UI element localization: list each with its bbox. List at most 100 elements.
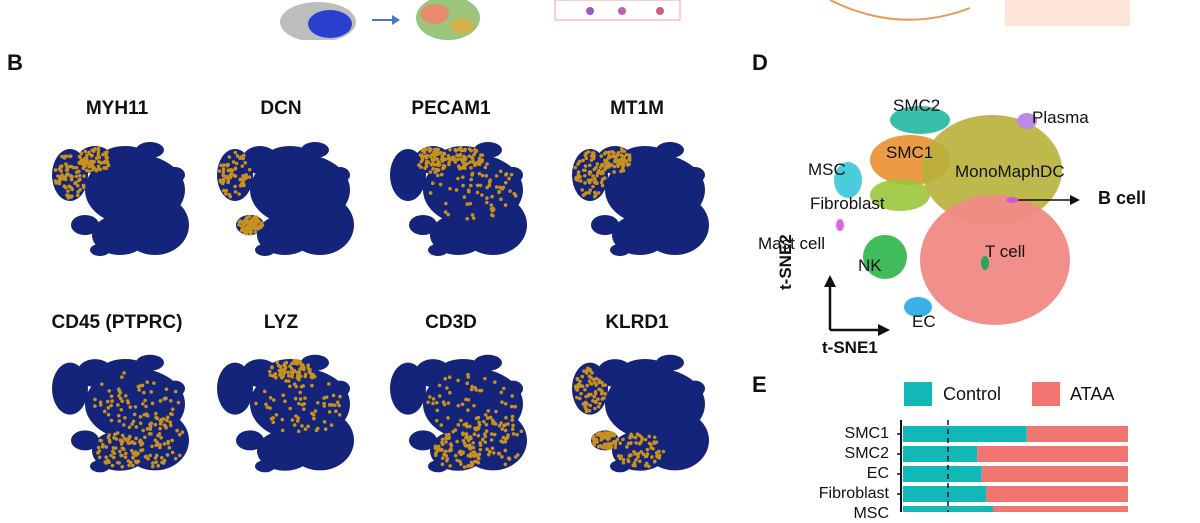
cell-cluster <box>330 167 350 183</box>
expression-point <box>468 201 473 206</box>
expression-point <box>297 401 301 406</box>
expression-point <box>66 195 71 200</box>
expression-point <box>574 395 579 400</box>
expression-point <box>445 456 450 461</box>
expression-point <box>491 213 495 218</box>
expression-point <box>240 226 245 231</box>
expression-point <box>501 185 506 190</box>
bar-category-label: SMC1 <box>844 425 889 442</box>
expression-point <box>57 177 62 182</box>
expression-point <box>591 437 596 441</box>
cell-cluster <box>685 167 705 183</box>
expression-point <box>164 396 168 401</box>
expression-point <box>430 181 435 186</box>
expression-point <box>295 362 299 366</box>
expression-point <box>162 423 167 427</box>
expression-point <box>221 170 226 174</box>
expression-point <box>651 446 655 451</box>
cell-cluster <box>428 244 448 256</box>
expression-point <box>114 437 119 441</box>
expression-point <box>508 189 512 193</box>
expression-point <box>102 166 107 170</box>
expression-point <box>116 403 120 407</box>
expression-point <box>647 434 652 439</box>
expression-point <box>584 191 589 195</box>
expression-point <box>107 433 112 437</box>
expression-point <box>149 421 154 426</box>
cell-cluster <box>136 354 164 371</box>
expression-point <box>77 169 81 174</box>
stacked-bar-chart <box>897 420 1128 512</box>
expression-point <box>96 445 101 450</box>
legend-control-swatch <box>904 382 932 406</box>
expression-point <box>303 396 307 400</box>
expression-point <box>643 437 648 442</box>
expression-point <box>615 162 620 167</box>
expression-point <box>306 363 310 367</box>
expression-point <box>585 383 590 388</box>
expression-point <box>481 437 485 442</box>
expression-point <box>583 168 587 173</box>
gene-title-pecam1: PECAM1 <box>411 98 491 119</box>
expression-point <box>283 365 288 370</box>
expression-point <box>105 155 110 160</box>
expression-point <box>578 175 583 179</box>
expression-point <box>154 415 158 420</box>
expression-point <box>473 147 477 152</box>
expression-point <box>596 191 601 195</box>
expression-point <box>497 451 501 456</box>
expression-point <box>497 190 501 195</box>
expression-point <box>439 172 444 177</box>
expression-point <box>176 400 181 405</box>
expression-point <box>244 176 249 180</box>
expression-point <box>471 157 475 161</box>
legend-control-label: Control <box>943 384 1002 404</box>
expression-point <box>248 223 253 227</box>
expression-point <box>589 381 593 386</box>
expression-point <box>618 441 622 445</box>
expression-point <box>637 441 642 446</box>
cell-cluster <box>286 410 354 471</box>
expression-point <box>573 384 578 389</box>
expression-point <box>577 396 582 401</box>
expression-point <box>593 190 597 195</box>
expression-point <box>448 390 452 395</box>
expression-point <box>456 157 460 161</box>
expression-point <box>322 396 326 400</box>
cell-cluster <box>409 430 437 451</box>
expression-point <box>167 445 172 450</box>
expression-point <box>636 452 641 456</box>
cell-cluster <box>685 380 705 397</box>
expression-point <box>130 422 134 426</box>
expression-point <box>104 455 109 460</box>
expression-point <box>443 376 448 381</box>
cluster-ec <box>904 297 932 317</box>
cell-cluster <box>121 195 189 255</box>
expression-point <box>488 415 493 420</box>
expression-point <box>219 163 223 168</box>
expression-point <box>453 147 457 152</box>
expression-point <box>244 220 249 225</box>
expression-point <box>494 409 498 414</box>
expression-point <box>240 164 245 168</box>
expression-point <box>268 406 272 410</box>
expression-point <box>277 368 282 373</box>
expression-point <box>596 404 601 409</box>
expression-point <box>63 185 68 190</box>
expression-point <box>595 433 600 437</box>
expression-point <box>109 403 113 408</box>
expression-point <box>435 150 440 155</box>
expression-point <box>170 438 174 443</box>
bar-segment-ataa-ec <box>981 466 1128 482</box>
bar-category-label: Fibroblast <box>818 485 889 502</box>
expression-point <box>429 163 434 167</box>
expression-point <box>603 383 608 387</box>
expression-point <box>252 224 257 229</box>
expression-point <box>484 200 489 205</box>
label-fibroblast: Fibroblast <box>810 194 885 213</box>
expression-point <box>302 402 307 406</box>
expression-point <box>599 171 604 175</box>
cell-cluster <box>286 195 354 255</box>
expression-point <box>60 154 64 159</box>
expression-point <box>338 394 342 399</box>
